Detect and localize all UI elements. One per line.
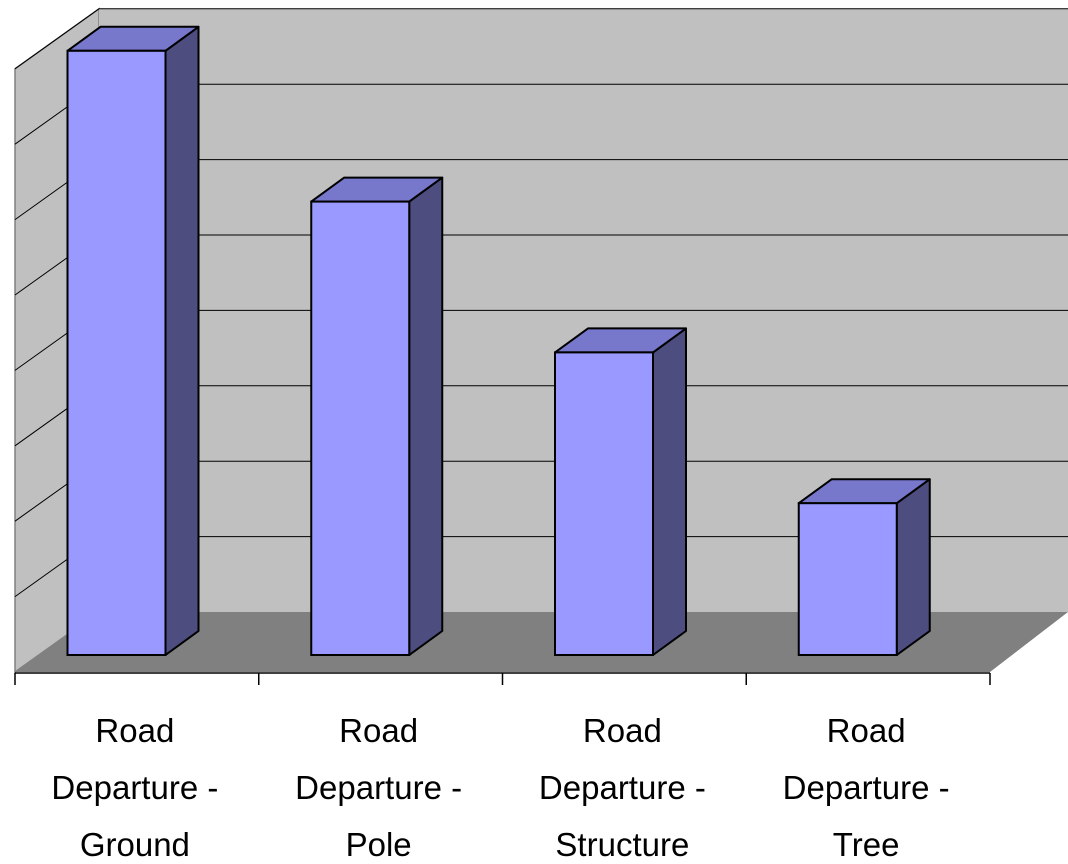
x-axis — [14, 672, 991, 685]
category-label-line: Tree — [833, 826, 900, 863]
category-label: Road Departure - Structure — [539, 712, 706, 863]
category-label-line: Ground — [80, 826, 190, 863]
bar-side — [164, 25, 200, 656]
gridline — [14, 8, 1068, 70]
bars — [66, 25, 931, 657]
bar-front — [797, 502, 898, 657]
bar-front — [66, 49, 167, 657]
bar-side — [652, 327, 687, 656]
category-label: Road Departure - Pole — [295, 712, 462, 863]
category-label-line: Structure — [555, 826, 689, 863]
category-label-line: Departure - — [51, 769, 218, 806]
category-labels: Road Departure - Ground Road Departure - Pole… — [51, 712, 949, 863]
category-label-line: Departure - — [539, 769, 706, 806]
bar — [554, 327, 687, 656]
category-label-line: Road — [95, 712, 174, 749]
bar — [797, 478, 931, 657]
category-label: Road Departure - Ground — [51, 712, 218, 863]
bar-side — [408, 176, 444, 656]
bar — [66, 25, 200, 657]
category-label-line: Departure - — [295, 769, 462, 806]
category-label-line: Departure - — [783, 769, 950, 806]
bar-front — [554, 351, 654, 656]
category-label-line: Pole — [346, 826, 412, 863]
category-label-line: Road — [827, 712, 906, 749]
bar-front — [310, 200, 411, 656]
category-label-line: Road — [583, 712, 662, 749]
bar-side — [895, 478, 931, 656]
bar — [310, 176, 444, 656]
category-label-line: Road — [339, 712, 418, 749]
category-label: Road Departure - Tree — [783, 712, 950, 863]
